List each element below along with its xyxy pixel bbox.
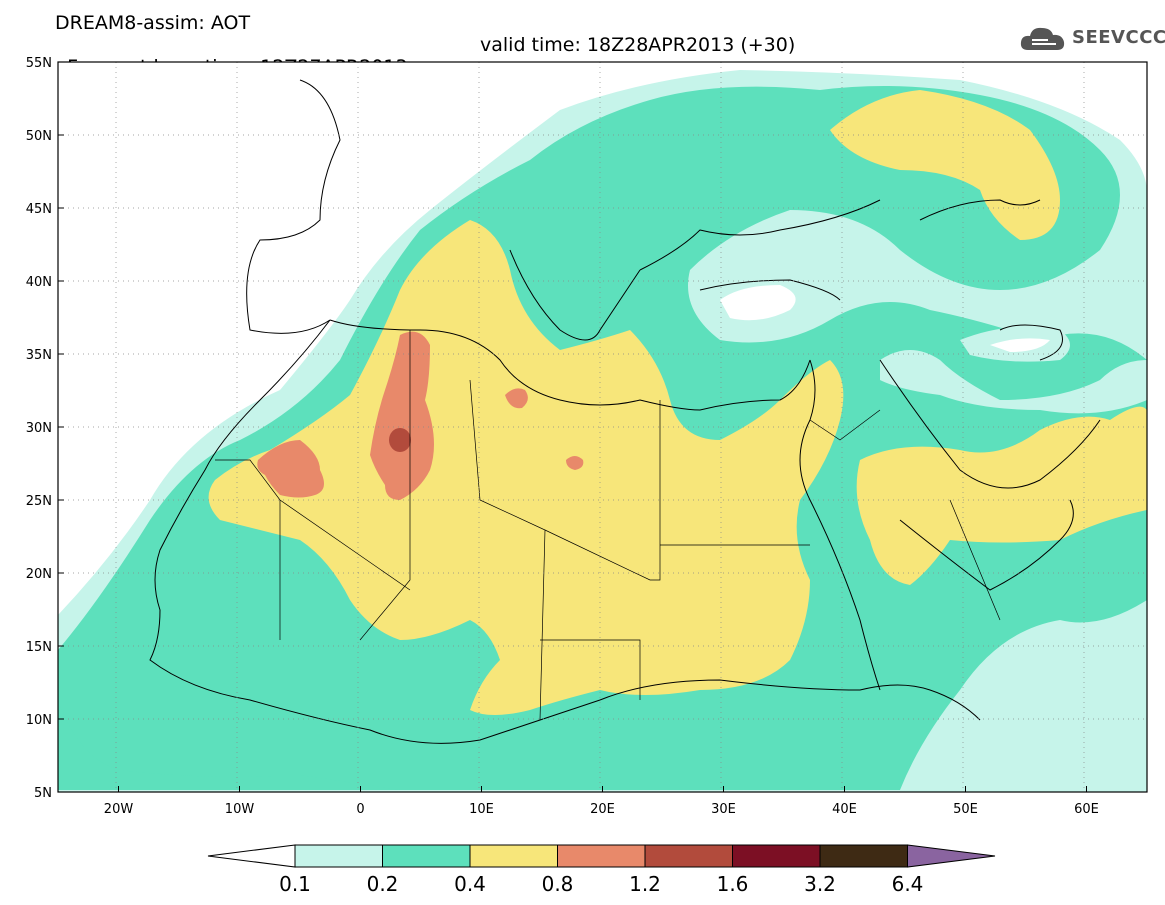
colorbar-label: 3.2 xyxy=(804,872,836,896)
colorbar-swatch xyxy=(469,844,558,868)
seevccc-logo: SEEVCCC xyxy=(1018,22,1165,58)
lon-label: 60E xyxy=(1074,802,1099,817)
colorbar-label: 0.2 xyxy=(366,872,399,896)
lon-label: 10W xyxy=(225,802,255,817)
aot-low-turkey-inner xyxy=(720,285,796,321)
lat-label: 30N xyxy=(26,421,52,436)
aot-low-caspian-white xyxy=(990,338,1050,352)
lat-label: 40N xyxy=(26,275,52,290)
lat-lon-grid xyxy=(58,62,1147,792)
lat-label: 20N xyxy=(26,567,52,582)
aot-band-1.2 xyxy=(389,428,411,452)
aot-band-0.4 xyxy=(208,220,844,715)
aot-band-0.8 xyxy=(370,331,434,500)
colorbar-label: 0.4 xyxy=(454,872,486,896)
colorbar-swatch xyxy=(819,844,908,868)
lon-label: 10E xyxy=(469,802,494,817)
chart-title: DREAM8-assim: AOT xyxy=(55,12,251,34)
aot-band-0.8-small2 xyxy=(566,456,584,470)
lon-label: 40E xyxy=(832,802,857,817)
colorbar-over-triangle xyxy=(907,844,996,868)
colorbar-label: 0.1 xyxy=(279,872,311,896)
colorbar-label: 6.4 xyxy=(891,872,924,896)
lat-label: 5N xyxy=(34,786,52,801)
colorbar-label: 1.2 xyxy=(629,872,661,896)
lat-label: 45N xyxy=(26,202,52,217)
colorbar xyxy=(207,844,996,868)
colorbar-swatch xyxy=(644,844,733,868)
lon-label: 20W xyxy=(104,802,134,817)
lat-labels: 55N 50N 45N 40N 35N 30N 25N 20N 15N 10N 5N xyxy=(26,56,64,801)
aot-band-0.2-west xyxy=(58,700,400,790)
aot-band-0.4-caspian xyxy=(830,90,1060,240)
lon-label: 30E xyxy=(711,802,736,817)
country-borders xyxy=(215,330,1001,721)
aot-field xyxy=(58,62,1147,792)
lon-label: 50E xyxy=(953,802,978,817)
lat-label: 35N xyxy=(26,348,52,363)
lat-label: 25N xyxy=(26,494,52,509)
coastlines xyxy=(149,79,1101,744)
lon-label: 20E xyxy=(590,802,615,817)
lat-label: 55N xyxy=(26,56,52,71)
aot-band-0.8-west xyxy=(257,440,324,498)
aot-band-0.8-small1 xyxy=(505,388,528,409)
lon-label: 0 xyxy=(356,802,364,817)
colorbar-swatch xyxy=(294,844,383,868)
lat-label: 15N xyxy=(26,640,52,655)
colorbar-swatch xyxy=(732,844,821,868)
valid-time-text: valid time: 18Z28APR2013 (+30) xyxy=(480,34,796,56)
lat-label: 50N xyxy=(26,129,52,144)
lat-label: 10N xyxy=(26,713,52,728)
colorbar-swatch xyxy=(557,844,646,868)
lon-labels: 20W 10W 0 10E 20E 30E 40E 50E 60E xyxy=(104,786,1099,817)
colorbar-under-triangle xyxy=(207,844,296,868)
cloud-icon xyxy=(1020,27,1065,50)
colorbar-label: 1.6 xyxy=(716,872,749,896)
colorbar-label: 0.8 xyxy=(541,872,574,896)
aot-low-persia xyxy=(880,350,1147,414)
colorbar-swatch xyxy=(382,844,471,868)
logo-text: SEEVCCC xyxy=(1072,27,1165,48)
